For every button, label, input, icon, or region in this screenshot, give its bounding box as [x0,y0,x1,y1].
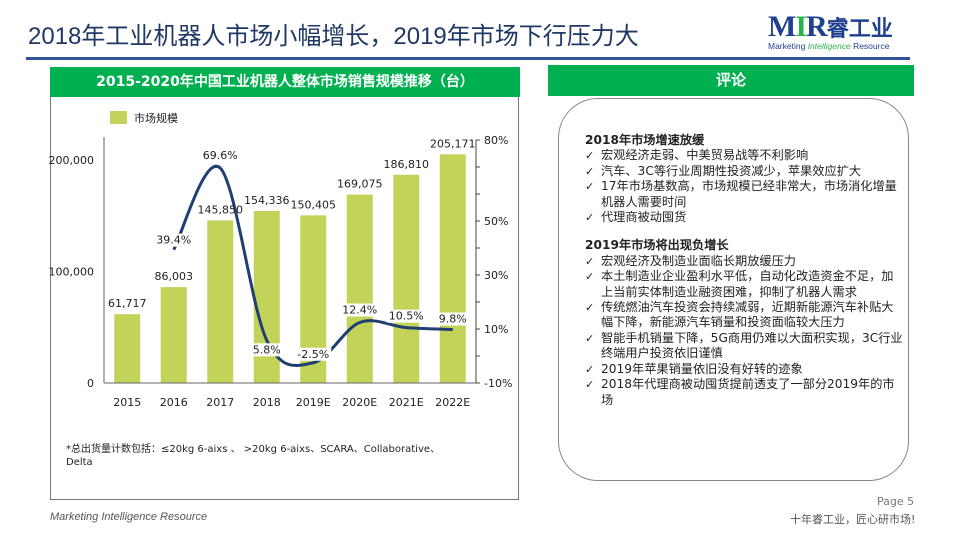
check-icon: ✓ [585,331,595,345]
check-icon: ✓ [585,180,595,194]
logo-brand: MIR [768,10,828,43]
comment-text: 2018年代理商被动囤货提前透支了一部分2019年的市场 [601,377,895,407]
logo-tagline: Marketing Intelligence Resource [768,41,890,51]
x-tick-label: 2020E [342,396,377,409]
y-right-tick-label: 10% [484,323,508,336]
comment-item: ✓ 2019年苹果销量依旧没有好转的迹象 [585,362,905,377]
footer-slogan: 十年睿工业，匠心研市场! [790,513,916,526]
x-tick-label: 2019E [296,396,331,409]
comment-item: ✓ 汽车、3C等行业周期性投资减少，苹果效应扩大 [585,164,905,179]
footer-company: Marketing Intelligence Resource [50,511,208,523]
bar-value-label: 61,717 [108,297,147,310]
growth-label: 9.8% [439,313,467,326]
comment-text: 宏观经济及制造业面临长期放缓压力 [601,253,796,268]
comment-text: 本土制造业企业盈利水平低，自动化改造资金不足，加上当前实体制造业融资困难，抑制了… [601,269,894,299]
y-left-tick-label: 200,000 [49,154,95,167]
bar-value-label: 205,171 [430,137,476,150]
bar-value-label: 154,336 [244,194,290,207]
comment-item: ✓ 传统燃油汽车投资会持续减弱，近期新能源汽车补贴大幅下降，新能源汽车销量和投资面… [585,300,905,331]
bar-value-label: 150,405 [291,198,337,211]
y-left-tick-label: 0 [87,377,94,390]
comment-heading: 2019年市场将出现负增长 [585,238,729,253]
growth-label-bg [386,309,426,323]
comment-text: 代理商被动囤货 [601,210,687,225]
bar [207,220,234,383]
comment-text: 智能手机销量下降，5G商用仍难以大面积实现，3C行业终端用户投资依旧谨慎 [601,330,903,361]
growth-line [172,164,453,367]
x-tick-label: 2016 [160,396,188,409]
growth-label: 10.5% [389,310,424,323]
check-icon: ✓ [585,301,595,315]
check-icon: ✓ [585,270,595,284]
check-icon: ✓ [585,149,595,163]
growth-label: 39.4% [156,234,191,247]
y-left-tick-label: 100,000 [49,266,95,279]
comment-item: ✓ 本土制造业企业盈利水平低，自动化改造资金不足，加上当前实体制造业融资困难，抑制… [585,269,905,300]
bar [160,287,187,383]
bar [114,314,141,383]
x-tick-label: 2018 [253,396,281,409]
x-tick-label: 2022E [435,396,470,409]
bar-value-label: 169,075 [337,178,383,191]
comment-text: 宏观经济走弱、中美贸易战等不利影响 [601,148,809,163]
comments-title: 评论 [548,65,914,96]
y-right-tick-label: 80% [484,134,508,147]
check-icon: ✓ [585,211,595,225]
page-number: Page 5 [877,495,915,508]
y-right-tick-label: -10% [484,377,512,390]
comment-heading: 2018年市场增速放缓 [585,133,705,147]
check-icon: ✓ [585,378,595,392]
logo-brand-cn: 睿工业 [826,17,893,42]
chart-panel-title: 2015-2020年中国工业机器人整体市场销售规模推移（台） [50,67,520,97]
growth-label: 5.8% [253,343,281,356]
legend-swatch [110,111,127,124]
y-right-tick-label: 50% [484,215,508,228]
chart-panel [50,96,519,500]
bar-value-label: 145,850 [198,203,244,216]
comments-list: 2018年市场增速放缓 ✓ 宏观经济走弱、中美贸易战等不利影响 ✓ 汽车、3C等行业周期… [585,133,905,408]
growth-label: 69.6% [203,149,238,162]
header-divider [26,57,910,60]
comment-item: ✓ 代理商被动囤货 [585,210,905,225]
comments-box [558,98,909,481]
logo: MIR睿工业 Marketing Intelligence Resource [768,10,908,51]
comment-text: 汽车、3C等行业周期性投资减少，苹果效应扩大 [601,163,862,178]
growth-label: -2.5% [297,348,329,361]
chart-note: *总出货量计数包括：≤20kg 6-aixs 、 >20kg 6-aixs、SC… [66,444,441,468]
growth-label-bg [250,343,283,357]
comment-text: 2019年苹果销量依旧没有好转的迹象 [601,361,803,376]
legend-label: 市场规模 [134,111,178,125]
x-tick-label: 2017 [206,396,234,409]
check-icon: ✓ [585,362,595,376]
x-tick-label: 2021E [389,396,424,409]
bar-value-label: 186,810 [384,158,430,171]
comment-item: ✓ 智能手机销量下降，5G商用仍难以大面积实现，3C行业终端用户投资依旧谨慎 [585,331,905,362]
growth-label-bg [436,312,469,326]
bar [346,194,373,383]
bar [439,154,466,383]
comment-item: ✓ 宏观经济及制造业面临长期放缓压力 [585,254,905,269]
y-right-tick-label: 30% [484,269,508,282]
comment-text: 17年市场基数高，市场规模已经非常大，市场消化增量机器人需要时间 [601,179,897,209]
growth-label-bg [295,347,332,361]
bar-value-label: 86,003 [155,270,194,283]
growth-label-bg [154,233,194,247]
x-tick-label: 2015 [113,396,141,409]
comment-text: 传统燃油汽车投资会持续减弱，近期新能源汽车补贴大幅下降，新能源汽车销量和投资面临… [601,300,894,330]
bar [393,174,420,383]
comment-item: ✓ 2018年代理商被动囤货提前透支了一部分2019年的市场 [585,377,905,408]
page-title: 2018年工业机器人市场小幅增长，2019年市场下行压力大 [28,23,639,50]
comment-item: ✓ 宏观经济走弱、中美贸易战等不利影响 [585,148,905,163]
check-icon: ✓ [585,254,595,268]
check-icon: ✓ [585,164,595,178]
growth-label: 12.4% [342,304,377,317]
comment-item: ✓ 17年市场基数高，市场规模已经非常大，市场消化增量机器人需要时间 [585,179,905,210]
growth-label-bg [340,303,380,317]
growth-label-bg [200,149,240,163]
